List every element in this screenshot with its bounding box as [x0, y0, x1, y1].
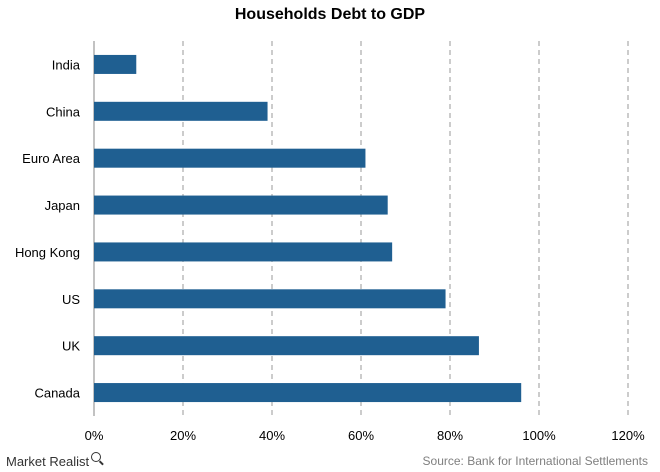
category-label: Euro Area	[22, 151, 81, 166]
category-label: Hong Kong	[15, 245, 80, 260]
bar	[94, 289, 446, 309]
x-tick-label: 40%	[259, 428, 285, 443]
bar	[94, 383, 522, 403]
bar	[94, 148, 366, 168]
x-tick-label: 80%	[437, 428, 463, 443]
x-tick-label: 100%	[522, 428, 556, 443]
x-tick-label: 60%	[348, 428, 374, 443]
category-label: Japan	[45, 198, 80, 213]
bar	[94, 101, 268, 121]
category-label: India	[52, 57, 81, 72]
category-label: UK	[62, 339, 80, 354]
brand-name: Market Realist	[6, 454, 90, 469]
x-tick-label: 0%	[85, 428, 104, 443]
bar	[94, 242, 393, 262]
x-tick-label: 120%	[611, 428, 645, 443]
source-note: Source: Bank for International Settlemen…	[422, 454, 648, 468]
category-label: Canada	[34, 386, 80, 401]
bar	[94, 195, 388, 215]
magnifier-icon	[91, 452, 102, 462]
brand-logo: Market Realist	[6, 452, 102, 469]
bar	[94, 336, 479, 356]
chart-title: Households Debt to GDP	[234, 6, 426, 23]
x-tick-label: 20%	[170, 428, 196, 443]
category-label: US	[62, 292, 80, 307]
bar	[94, 54, 137, 74]
category-label: China	[46, 104, 81, 119]
